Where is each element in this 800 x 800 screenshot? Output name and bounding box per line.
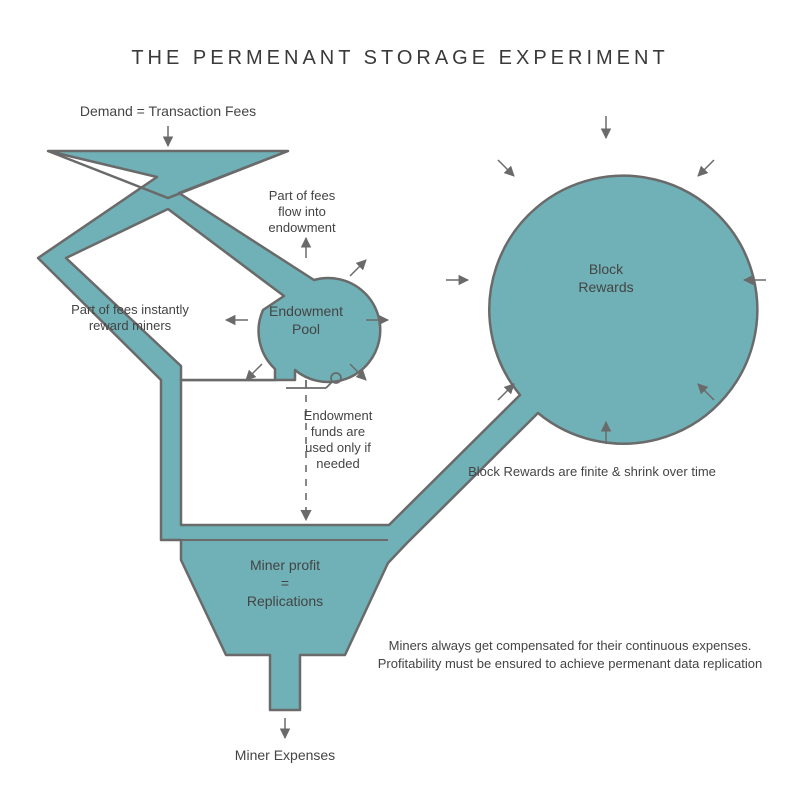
endow-used-label-2: funds are	[311, 424, 365, 439]
diagram-canvas: THE PERMENANT STORAGE EXPERIMENT Demand …	[0, 0, 800, 800]
page-title: THE PERMENANT STORAGE EXPERIMENT	[131, 47, 668, 69]
instant-label-1: Part of fees instantly	[71, 302, 189, 317]
fees-flow-label-3: endowment	[268, 220, 336, 235]
block-label-2: Rewards	[578, 279, 633, 295]
endowment-label-1: Endowment	[269, 303, 343, 319]
block-finite-label: Block Rewards are finite & shrink over t…	[468, 464, 716, 479]
instant-label-2: reward miners	[89, 318, 172, 333]
fees-flow-label-2: flow into	[278, 204, 326, 219]
miner-profit-label-1: Miner profit	[250, 557, 320, 573]
endowment-label-2: Pool	[292, 321, 320, 337]
miner-expenses-label: Miner Expenses	[235, 747, 335, 763]
endow-used-label-4: needed	[316, 456, 359, 471]
compensate-label-1: Miners always get compensated for their …	[389, 638, 752, 653]
fees-flow-label-1: Part of fees	[269, 188, 336, 203]
endow-used-label-3: used only if	[305, 440, 371, 455]
flow-network	[38, 151, 757, 710]
compensate-label-2: Profitability must be ensured to achieve…	[378, 656, 762, 671]
demand-label: Demand = Transaction Fees	[80, 103, 256, 119]
miner-profit-label-3: Replications	[247, 593, 323, 609]
block-label-1: Block	[589, 261, 624, 277]
endow-used-label-1: Endowment	[304, 408, 373, 423]
miner-profit-label-2: =	[281, 575, 289, 591]
